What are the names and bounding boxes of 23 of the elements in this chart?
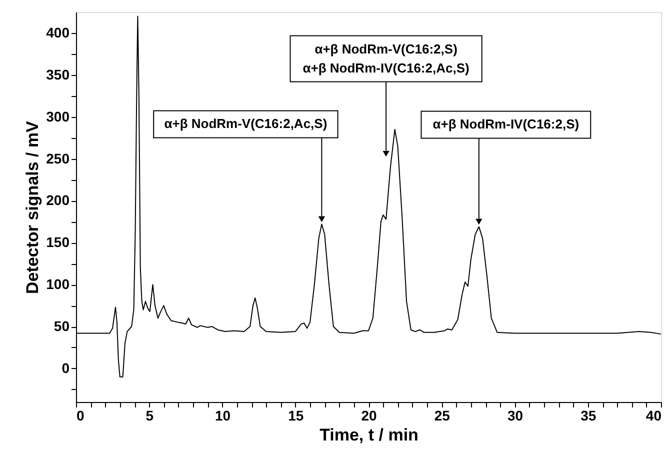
y-axis-title: Detector signals / mV xyxy=(23,120,42,294)
y-tick-label: 250 xyxy=(46,150,70,166)
x-tick-label: 5 xyxy=(146,408,154,424)
annotation: α+β NodRm-V(C16:2,S) α+β NodRm-IV(C16:2,Ac,S) xyxy=(302,41,470,76)
x-tick-label: 35 xyxy=(580,408,596,424)
x-tick-label: 20 xyxy=(361,408,377,424)
annotation: α+β NodRm-IV(C16:2,S) xyxy=(432,116,580,132)
x-tick-label: 0 xyxy=(76,408,84,424)
x-tick-label: 40 xyxy=(646,408,662,424)
y-tick-label: 0 xyxy=(62,360,70,376)
x-tick-label: 15 xyxy=(288,408,304,424)
y-tick-label: 100 xyxy=(46,276,70,292)
x-tick-label: 25 xyxy=(434,408,450,424)
y-tick-label: 300 xyxy=(46,108,70,124)
y-tick-label: 50 xyxy=(54,318,70,334)
x-axis-title: Time, t / min xyxy=(320,426,418,444)
y-tick-label: 150 xyxy=(46,234,70,250)
y-tick-label: 350 xyxy=(46,66,70,82)
x-tick-label: 10 xyxy=(214,408,231,424)
y-tick-label: 400 xyxy=(46,24,70,40)
x-tick-label: 30 xyxy=(507,408,524,424)
annotation: α+β NodRm-V(C16:2,Ac,S) xyxy=(164,116,328,132)
y-tick-label: 200 xyxy=(46,192,70,208)
